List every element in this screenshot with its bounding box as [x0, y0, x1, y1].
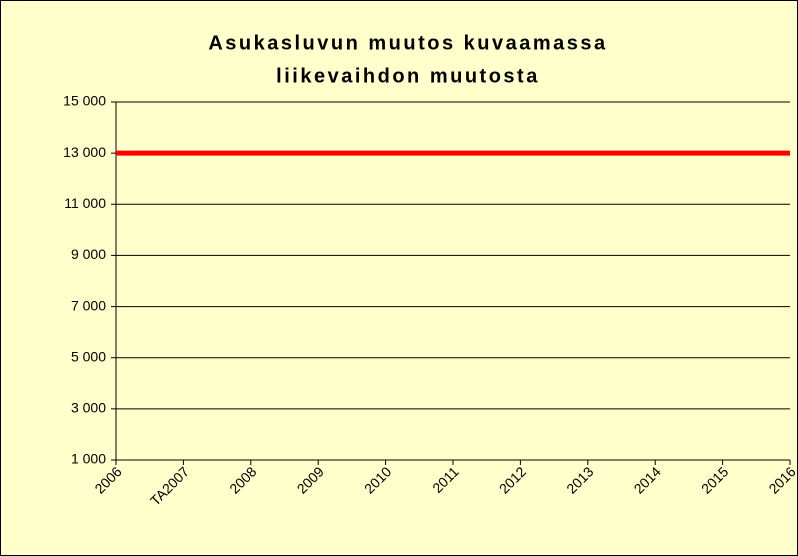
chart-title: liikevaihdon muutosta	[276, 65, 540, 87]
y-tick-label: 11 000	[64, 195, 106, 211]
y-tick-label: 1 000	[71, 451, 106, 467]
chart-title: Asukasluvun muutos kuvaamassa	[208, 32, 607, 54]
y-tick-label: 7 000	[71, 297, 106, 313]
y-tick-label: 13 000	[63, 144, 106, 160]
y-tick-label: 5 000	[71, 348, 106, 364]
y-tick-label: 9 000	[71, 246, 106, 262]
y-tick-label: 3 000	[71, 400, 106, 416]
y-tick-label: 15 000	[63, 93, 106, 109]
